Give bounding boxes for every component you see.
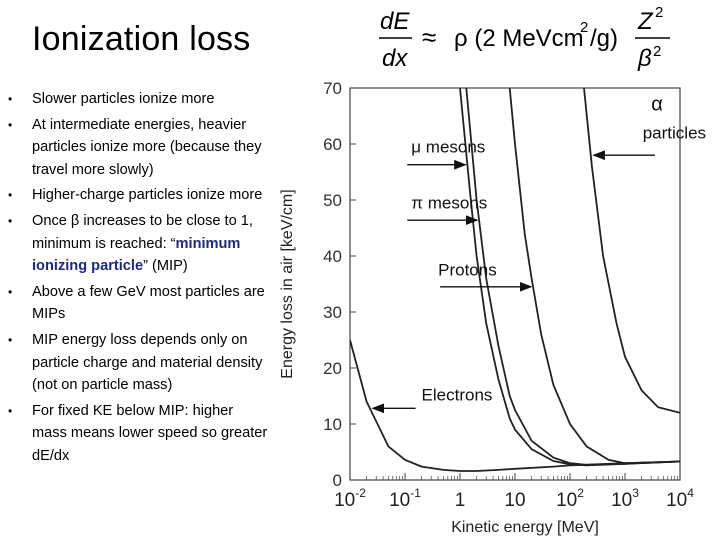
y-tick-label: 30 (323, 303, 342, 322)
bullet-marker: • (8, 332, 13, 347)
minimum-ionizing-particle-highlight: minimum ionizing particle (32, 235, 241, 275)
y-tick-label: 0 (333, 471, 342, 490)
formula-rhs-denominator: β (637, 45, 652, 72)
x-tick-label: 10 (504, 490, 525, 511)
bullet-text: Above a few GeV most particles are MIPs (32, 283, 265, 323)
x-tick-label: 10-2 (334, 486, 366, 511)
y-tick-label: 70 (323, 79, 342, 98)
formula-body: ρ (2 MeVcm (454, 25, 584, 52)
x-tick-exponent: -1 (410, 486, 421, 500)
bullet-list: • Slower particles ionize more • At interm… (8, 88, 270, 471)
y-tick-label: 60 (323, 135, 342, 154)
annotation-pi-mesons: π mesons (411, 193, 487, 212)
x-tick-base: 10 (611, 490, 632, 511)
series-line-pi-mesons (465, 88, 680, 466)
formula-lhs-numerator: dE (380, 8, 410, 35)
formula-rhs-numerator-exponent: 2 (655, 4, 663, 21)
bullet-item: • Higher-charge particles ionize more (8, 184, 270, 207)
series-line-protons (508, 88, 680, 465)
x-tick-label: 10-1 (389, 486, 421, 511)
bullet-text-pre: Once β increases to be close to 1, minim… (32, 212, 253, 252)
x-tick-exponent: -2 (355, 486, 366, 500)
y-tick-label: 20 (323, 359, 342, 378)
formula-body-tail: /g) (590, 25, 618, 52)
x-tick-label: 103 (611, 486, 639, 511)
x-tick-label: 1 (455, 490, 466, 511)
x-tick-base: 1 (455, 490, 466, 511)
annotation-mu-mesons: μ mesons (411, 137, 485, 156)
x-tick-label: 104 (666, 486, 694, 511)
bethe-formula: dE dx ≈ ρ (2 MeVcm 2 /g) Z 2 β 2 (379, 4, 670, 72)
y-tick-label: 10 (323, 415, 342, 434)
series-line-alpha-particles (583, 88, 680, 414)
bullet-item: • At intermediate energies, heavier parti… (8, 114, 270, 182)
formula-rhs-numerator: Z (637, 8, 654, 35)
bullet-item: • Above a few GeV most particles are MIPs (8, 281, 270, 326)
bullet-marker: • (8, 403, 13, 418)
formula-cm-exponent: 2 (580, 19, 588, 36)
bullet-marker: • (8, 117, 13, 132)
formula-rhs-denominator-exponent: 2 (653, 43, 661, 60)
x-tick-exponent: 2 (577, 486, 584, 500)
bullet-item: • MIP energy loss depends only on particl… (8, 329, 270, 397)
series-line-electrons (350, 339, 680, 472)
y-tick-label: 50 (323, 191, 342, 210)
bullet-text-post: ” (MIP) (143, 258, 188, 275)
x-axis-label: Kinetic energy [MeV] (451, 519, 599, 536)
bullet-marker: • (8, 213, 13, 228)
x-tick-base: 10 (504, 490, 525, 511)
annotation-alpha-particles-symbol: α (651, 93, 663, 115)
annotation-protons: Protons (438, 261, 497, 280)
x-tick-base: 10 (334, 490, 355, 511)
y-tick-label: 40 (323, 247, 342, 266)
bullet-item: • For fixed KE below MIP: higher mass mea… (8, 400, 270, 468)
bullet-text: MIP energy loss depends only on particle… (32, 331, 263, 394)
bullet-text: For fixed KE below MIP: higher mass mean… (32, 402, 268, 464)
x-tick-base: 10 (556, 490, 577, 511)
annotation-electrons: Electrons (422, 385, 493, 404)
formula-approx: ≈ (422, 22, 436, 52)
slide-title: Ionization loss (32, 20, 251, 58)
bullet-marker: • (8, 188, 13, 203)
bullet-item: • Once β increases to be close to 1, mini… (8, 210, 270, 278)
formula-lhs-denominator: dx (382, 45, 408, 72)
x-tick-exponent: 3 (632, 486, 639, 500)
x-tick-base: 10 (666, 490, 687, 511)
bullet-marker: • (8, 92, 13, 106)
bullet-text: At intermediate energies, heavier partic… (32, 116, 262, 178)
annotation-alpha-particles: particles (643, 123, 706, 142)
x-tick-exponent: 4 (687, 486, 694, 500)
x-tick-base: 10 (389, 490, 410, 511)
x-tick-label: 102 (556, 486, 584, 511)
bullet-text: Higher-charge particles ionize more (32, 187, 263, 204)
y-axis-label: Energy loss in air [keV/cm] (279, 189, 296, 378)
bullet-marker: • (8, 284, 13, 299)
bullet-item: • Slower particles ionize more (8, 88, 270, 111)
bullet-text: Slower particles ionize more (32, 91, 215, 107)
